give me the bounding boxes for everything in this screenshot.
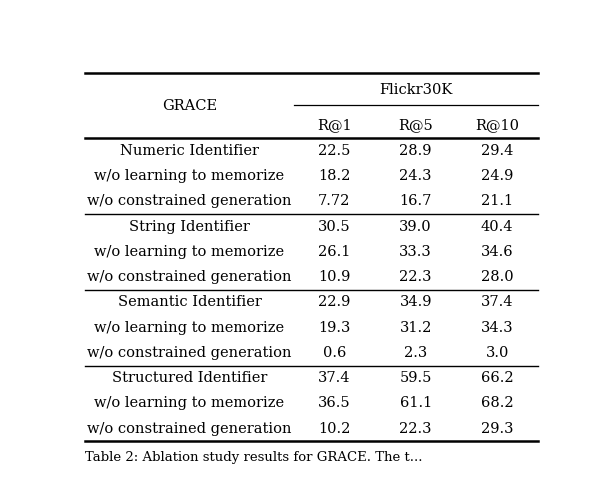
Text: 21.1: 21.1 bbox=[481, 194, 513, 209]
Text: 29.3: 29.3 bbox=[481, 422, 513, 436]
Text: 22.3: 22.3 bbox=[399, 422, 432, 436]
Text: 26.1: 26.1 bbox=[318, 245, 350, 259]
Text: 28.0: 28.0 bbox=[481, 270, 513, 284]
Text: 61.1: 61.1 bbox=[399, 396, 432, 410]
Text: 29.4: 29.4 bbox=[481, 144, 513, 158]
Text: 10.2: 10.2 bbox=[318, 422, 350, 436]
Text: w/o constrained generation: w/o constrained generation bbox=[87, 270, 292, 284]
Text: R@5: R@5 bbox=[398, 118, 433, 132]
Text: 16.7: 16.7 bbox=[399, 194, 432, 209]
Text: w/o constrained generation: w/o constrained generation bbox=[87, 346, 292, 360]
Text: w/o constrained generation: w/o constrained generation bbox=[87, 194, 292, 209]
Text: GRACE: GRACE bbox=[162, 98, 217, 112]
Text: 24.3: 24.3 bbox=[399, 169, 432, 183]
Text: 66.2: 66.2 bbox=[481, 371, 513, 385]
Text: Numeric Identifier: Numeric Identifier bbox=[120, 144, 259, 158]
Text: 10.9: 10.9 bbox=[318, 270, 350, 284]
Text: R@10: R@10 bbox=[475, 118, 519, 132]
Text: 36.5: 36.5 bbox=[318, 396, 351, 410]
Text: w/o constrained generation: w/o constrained generation bbox=[87, 422, 292, 436]
Text: Flickr30K: Flickr30K bbox=[379, 83, 452, 97]
Text: 59.5: 59.5 bbox=[399, 371, 432, 385]
Text: 22.3: 22.3 bbox=[399, 270, 432, 284]
Text: w/o learning to memorize: w/o learning to memorize bbox=[94, 245, 285, 259]
Text: 37.4: 37.4 bbox=[318, 371, 350, 385]
Text: 24.9: 24.9 bbox=[481, 169, 513, 183]
Text: 22.5: 22.5 bbox=[318, 144, 350, 158]
Text: w/o learning to memorize: w/o learning to memorize bbox=[94, 169, 285, 183]
Text: 39.0: 39.0 bbox=[399, 220, 432, 234]
Text: 34.3: 34.3 bbox=[481, 321, 513, 335]
Text: 19.3: 19.3 bbox=[318, 321, 350, 335]
Text: Structured Identifier: Structured Identifier bbox=[112, 371, 267, 385]
Text: 68.2: 68.2 bbox=[481, 396, 513, 410]
Text: 40.4: 40.4 bbox=[481, 220, 513, 234]
Text: 28.9: 28.9 bbox=[399, 144, 432, 158]
Text: 18.2: 18.2 bbox=[318, 169, 350, 183]
Text: 34.9: 34.9 bbox=[399, 295, 432, 309]
Text: w/o learning to memorize: w/o learning to memorize bbox=[94, 321, 285, 335]
Text: 0.6: 0.6 bbox=[322, 346, 346, 360]
Text: R@1: R@1 bbox=[317, 118, 351, 132]
Text: 3.0: 3.0 bbox=[485, 346, 509, 360]
Text: 30.5: 30.5 bbox=[318, 220, 351, 234]
Text: 37.4: 37.4 bbox=[481, 295, 513, 309]
Text: Table 2: Ablation study results for GRACE. The t...: Table 2: Ablation study results for GRAC… bbox=[85, 451, 423, 464]
Text: w/o learning to memorize: w/o learning to memorize bbox=[94, 396, 285, 410]
Text: 33.3: 33.3 bbox=[399, 245, 432, 259]
Text: 7.72: 7.72 bbox=[318, 194, 350, 209]
Text: String Identifier: String Identifier bbox=[129, 220, 250, 234]
Text: 31.2: 31.2 bbox=[399, 321, 432, 335]
Text: Semantic Identifier: Semantic Identifier bbox=[117, 295, 261, 309]
Text: 22.9: 22.9 bbox=[318, 295, 350, 309]
Text: 34.6: 34.6 bbox=[481, 245, 513, 259]
Text: 2.3: 2.3 bbox=[404, 346, 427, 360]
